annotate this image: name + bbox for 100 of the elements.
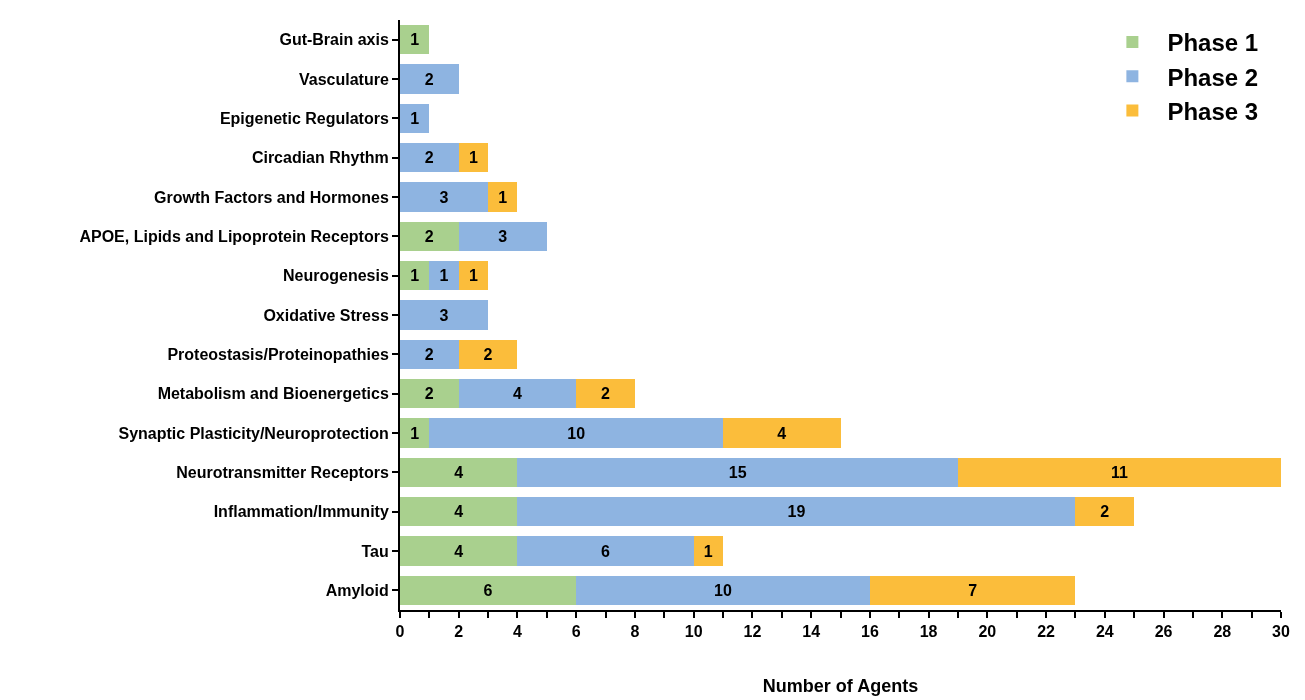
x-tick-label: 8 bbox=[630, 623, 640, 641]
x-tick-label: 26 bbox=[1154, 623, 1173, 641]
bar bbox=[400, 575, 577, 606]
data-label: 1 bbox=[468, 149, 478, 167]
y-tick-label: Tau bbox=[361, 542, 389, 560]
bar bbox=[400, 496, 518, 527]
bar bbox=[576, 378, 635, 409]
data-label: 10 bbox=[714, 581, 732, 599]
data-label: 2 bbox=[424, 227, 434, 245]
bar bbox=[517, 536, 694, 566]
legend-label: Phase 1 bbox=[1167, 29, 1259, 57]
bar bbox=[576, 575, 870, 606]
data-label: 2 bbox=[601, 385, 611, 403]
x-tick-label: 20 bbox=[978, 623, 997, 641]
data-label: 4 bbox=[454, 503, 464, 521]
bar bbox=[400, 378, 459, 409]
data-label: 1 bbox=[410, 267, 420, 285]
bar bbox=[400, 300, 489, 330]
data-label: 15 bbox=[728, 463, 747, 481]
y-tick-label: Proteostasis/Proteinopathies bbox=[167, 345, 389, 363]
bar bbox=[957, 457, 1281, 488]
bar bbox=[400, 142, 459, 173]
y-tick-label: Epigenetic Regulators bbox=[219, 109, 389, 127]
bar bbox=[458, 260, 489, 291]
data-label: 1 bbox=[439, 267, 449, 285]
y-tick-label: Neurogenesis bbox=[282, 267, 389, 285]
y-tick-label: APOE, Lipids and Lipoprotein Receptors bbox=[79, 227, 389, 245]
y-tick-label: Circadian Rhythm bbox=[251, 149, 389, 167]
data-label: 2 bbox=[424, 149, 434, 167]
x-tick-label: 16 bbox=[860, 623, 879, 641]
bar bbox=[693, 536, 724, 566]
legend-label: Phase 3 bbox=[1167, 97, 1259, 125]
x-tick-label: 22 bbox=[1037, 623, 1056, 641]
data-label: 10 bbox=[567, 424, 586, 442]
data-label: 4 bbox=[777, 424, 787, 442]
y-tick-label: Amyloid bbox=[325, 581, 389, 599]
x-tick-label: 12 bbox=[743, 623, 762, 641]
data-label: 2 bbox=[424, 385, 434, 403]
bar bbox=[458, 142, 489, 173]
bar bbox=[400, 221, 459, 252]
data-label: 1 bbox=[410, 424, 420, 442]
x-tick-label: 10 bbox=[684, 623, 703, 641]
bar bbox=[400, 103, 430, 134]
data-label: 3 bbox=[439, 188, 449, 206]
y-tick-label: Oxidative Stress bbox=[263, 306, 389, 324]
bar bbox=[458, 221, 547, 252]
bar bbox=[488, 182, 518, 212]
y-tick-label: Metabolism and Bioenergetics bbox=[157, 385, 389, 403]
bar bbox=[400, 182, 489, 212]
data-label: 3 bbox=[439, 306, 449, 324]
x-tick-label: 24 bbox=[1095, 623, 1114, 641]
x-tick-label: 30 bbox=[1272, 623, 1290, 641]
bar bbox=[458, 378, 577, 409]
data-label: 4 bbox=[512, 385, 522, 403]
data-label: 1 bbox=[498, 188, 508, 206]
x-tick-label: 28 bbox=[1213, 623, 1232, 641]
bar bbox=[400, 24, 430, 55]
bar bbox=[400, 457, 518, 488]
x-tick-label: 0 bbox=[395, 623, 405, 641]
bar bbox=[400, 260, 430, 291]
data-label: 6 bbox=[483, 581, 493, 599]
y-tick-label: Vasculature bbox=[298, 70, 389, 88]
bar bbox=[429, 260, 459, 291]
bar bbox=[400, 418, 430, 448]
data-label: 7 bbox=[968, 581, 978, 599]
data-label: 2 bbox=[483, 345, 493, 363]
bar bbox=[869, 575, 1076, 606]
x-tick-label: 4 bbox=[513, 623, 523, 641]
bar bbox=[723, 418, 841, 448]
data-label: 4 bbox=[454, 463, 464, 481]
data-label: 6 bbox=[601, 542, 611, 560]
bar bbox=[429, 418, 724, 448]
y-tick-label: Synaptic Plasticity/Neuroprotection bbox=[118, 424, 389, 442]
data-label: 3 bbox=[498, 227, 508, 245]
y-tick-label: Neurotransmitter Receptors bbox=[176, 463, 389, 481]
x-tick-label: 6 bbox=[571, 623, 581, 641]
bar bbox=[458, 339, 518, 370]
y-tick-label: Growth Factors and Hormones bbox=[154, 188, 389, 206]
bar bbox=[1075, 496, 1135, 527]
bar bbox=[400, 339, 459, 370]
data-label: 11 bbox=[1110, 463, 1128, 481]
data-label: 1 bbox=[703, 542, 713, 560]
bar bbox=[400, 64, 459, 94]
data-label: 4 bbox=[454, 542, 464, 560]
legend-label: Phase 2 bbox=[1167, 63, 1259, 91]
x-axis-title: Number of Agents bbox=[762, 675, 919, 696]
y-tick-label: Inflammation/Immunity bbox=[213, 503, 389, 521]
x-tick-label: 18 bbox=[919, 623, 938, 641]
bar bbox=[400, 536, 518, 566]
data-label: 1 bbox=[410, 109, 420, 127]
x-tick-label: 14 bbox=[802, 623, 821, 641]
bar bbox=[517, 457, 958, 488]
y-tick-label: Gut-Brain axis bbox=[279, 31, 389, 49]
x-tick-label: 2 bbox=[454, 623, 464, 641]
bar bbox=[517, 496, 1076, 527]
data-label: 19 bbox=[787, 503, 806, 521]
data-label: 1 bbox=[410, 31, 420, 49]
data-label: 1 bbox=[468, 267, 478, 285]
data-label: 2 bbox=[424, 70, 434, 88]
data-label: 2 bbox=[424, 345, 434, 363]
